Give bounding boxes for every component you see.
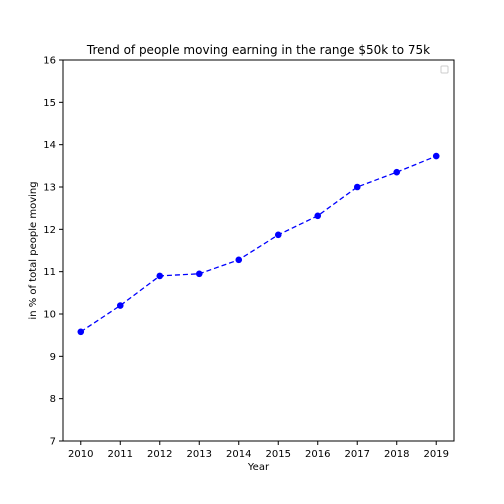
series-line bbox=[80, 155, 437, 333]
chart-title: Trend of people moving earning in the ra… bbox=[86, 43, 430, 57]
series-layer bbox=[77, 152, 440, 336]
y-tick-label: 7 bbox=[50, 437, 56, 448]
y-axis: 7 8 9 10 11 12 13 14 15 16 bbox=[43, 56, 63, 448]
x-tick-label: 2010 bbox=[68, 449, 93, 460]
data-point bbox=[393, 168, 401, 176]
x-tick-label: 2018 bbox=[384, 449, 409, 460]
x-axis: 2010 2011 2012 2013 2014 2015 2016 2017 2018 2019 bbox=[68, 441, 449, 460]
data-point bbox=[235, 256, 243, 264]
y-tick-label: 12 bbox=[43, 225, 56, 236]
x-tick-label: 2015 bbox=[266, 449, 291, 460]
x-tick-label: 2014 bbox=[226, 449, 251, 460]
x-tick-label: 2011 bbox=[108, 449, 133, 460]
x-axis-label: Year bbox=[247, 462, 270, 473]
data-point bbox=[274, 231, 282, 239]
y-axis-label: in % of total people moving bbox=[28, 181, 39, 319]
x-tick-label: 2013 bbox=[187, 449, 212, 460]
y-tick-label: 11 bbox=[43, 267, 56, 278]
y-tick-label: 10 bbox=[43, 310, 56, 321]
plot-area bbox=[62, 59, 455, 442]
x-tick-label: 2016 bbox=[305, 449, 330, 460]
data-point bbox=[195, 270, 203, 278]
data-point bbox=[77, 328, 85, 336]
y-tick-label: 9 bbox=[50, 352, 56, 363]
x-tick-label: 2019 bbox=[424, 449, 449, 460]
data-point bbox=[156, 272, 164, 280]
x-tick-label: 2012 bbox=[147, 449, 172, 460]
legend-box bbox=[440, 65, 449, 74]
y-tick-label: 13 bbox=[43, 183, 56, 194]
y-tick-label: 15 bbox=[43, 98, 56, 109]
data-point bbox=[116, 302, 124, 309]
data-point bbox=[432, 152, 440, 160]
y-tick-label: 16 bbox=[43, 56, 56, 67]
data-point bbox=[314, 212, 322, 220]
y-tick-label: 8 bbox=[50, 394, 56, 405]
y-tick-label: 14 bbox=[43, 140, 56, 151]
x-tick-label: 2017 bbox=[345, 449, 370, 460]
data-point bbox=[353, 183, 361, 191]
